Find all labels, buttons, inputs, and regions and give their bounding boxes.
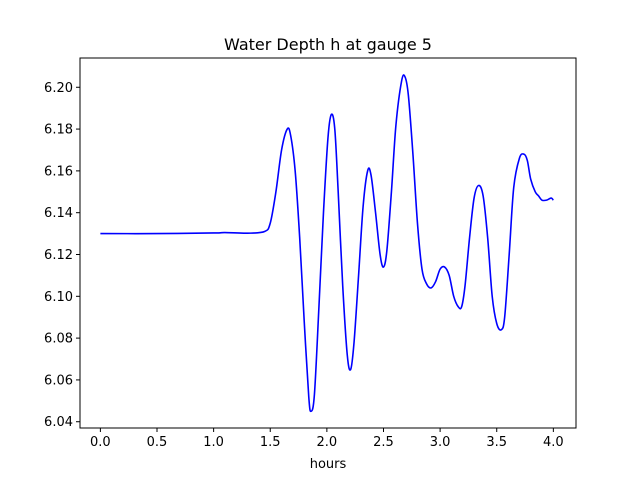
y-tick-label: 6.04 (44, 415, 73, 430)
y-tick-label: 6.20 (44, 81, 73, 96)
plot-frame (79, 57, 577, 429)
x-tick-label: 1.0 (203, 435, 224, 450)
x-tick-label: 0.5 (147, 435, 168, 450)
x-tick-label: 2.5 (373, 435, 394, 450)
y-tick-label: 6.06 (44, 373, 73, 388)
y-tick-label: 6.14 (44, 206, 73, 221)
data-layer (100, 74, 554, 413)
x-axis: 0.0 0.5 1.0 1.5 2.0 2.5 3.0 3.5 4.0 (90, 428, 564, 450)
series-line (100, 74, 554, 413)
y-tick-label: 6.18 (44, 123, 73, 138)
y-tick-label: 6.10 (44, 290, 73, 305)
chart-title: Water Depth h at gauge 5 (224, 35, 432, 54)
x-tick-label: 3.0 (430, 435, 451, 450)
x-tick-label: 1.5 (260, 435, 281, 450)
x-tick-label: 0.0 (90, 435, 111, 450)
x-tick-label: 3.5 (486, 435, 507, 450)
x-axis-label: hours (310, 457, 347, 472)
y-axis: 6.04 6.06 6.08 6.10 6.12 6.14 6.16 6.18 6.20 (44, 81, 80, 430)
plot-area (80, 58, 576, 428)
x-tick-label: 2.0 (317, 435, 338, 450)
y-tick-label: 6.16 (44, 164, 73, 179)
x-tick-label: 4.0 (543, 435, 564, 450)
y-tick-label: 6.08 (44, 332, 73, 347)
y-tick-label: 6.12 (44, 248, 73, 263)
